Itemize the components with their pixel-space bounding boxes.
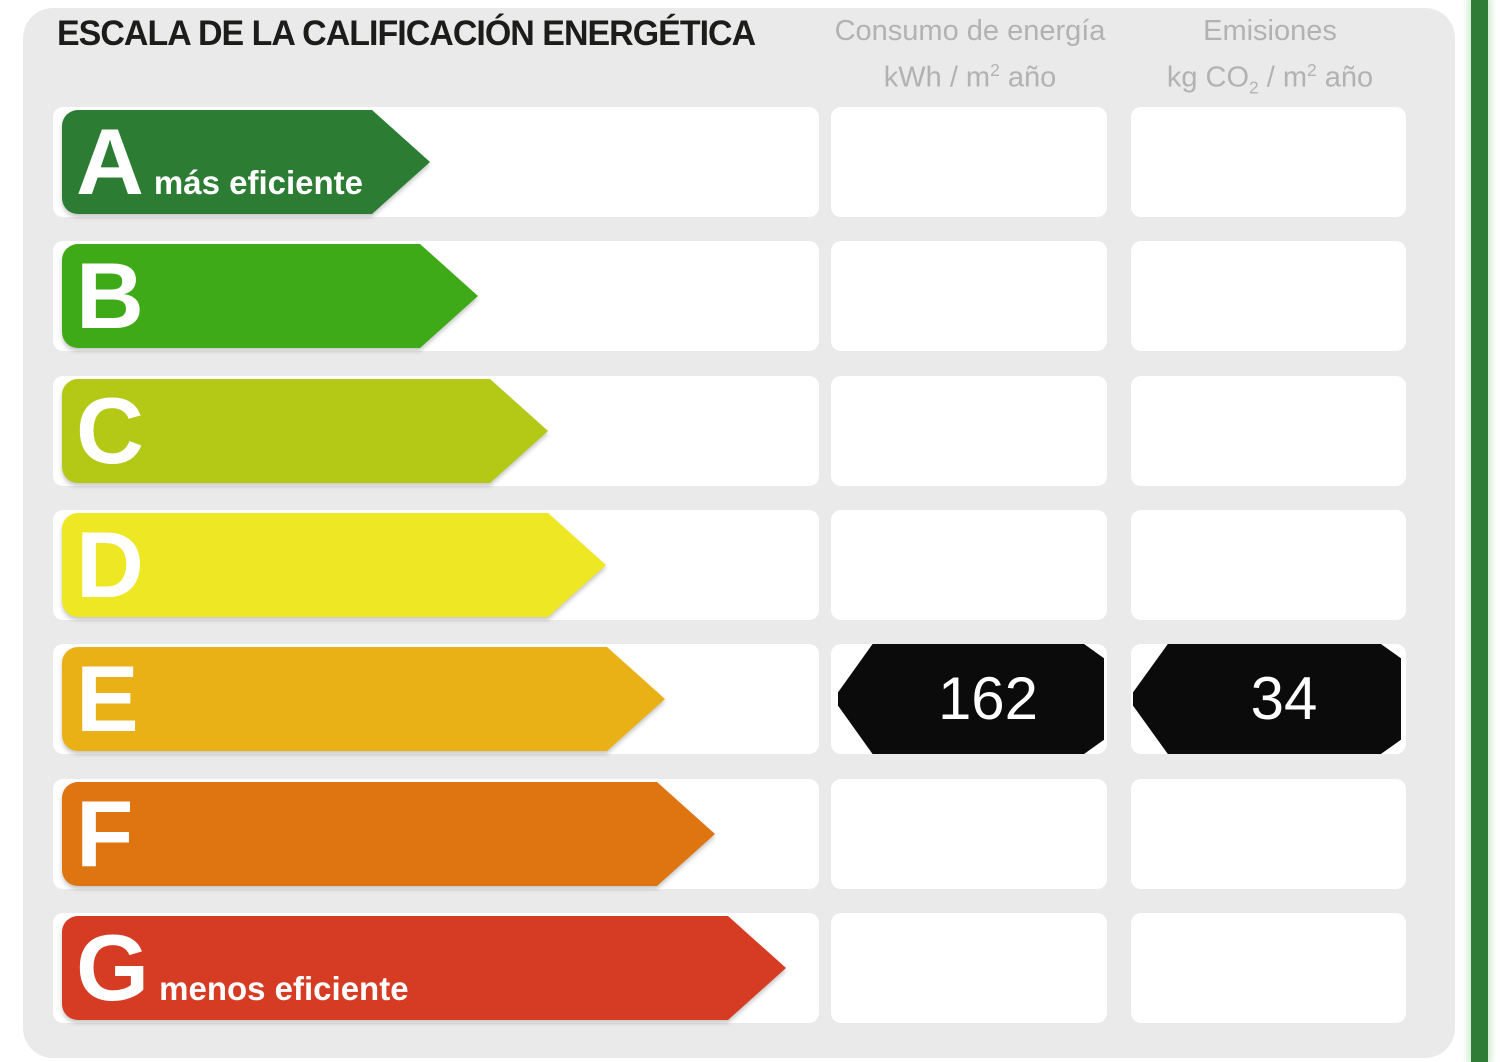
emisiones-header-unit: kg CO2 / m2 año: [1166, 60, 1374, 98]
emisiones-cell: [1131, 913, 1406, 1023]
rating-letter: D: [76, 512, 144, 617]
rating-bar-g: G menos eficiente: [62, 915, 786, 1020]
consumo-value-pointer: 162: [838, 644, 1104, 754]
column-header-consumo: Consumo de energía kWh / m2 año: [790, 12, 1150, 98]
consumo-header-unit: kWh / m2 año: [883, 60, 1057, 94]
rating-bar-c: C: [62, 378, 548, 483]
rating-letter: E: [76, 646, 139, 751]
consumo-cell: [831, 376, 1107, 486]
emisiones-value: 34: [1250, 665, 1318, 732]
consumo-header-title: Consumo de energía: [834, 15, 1106, 47]
consumo-cell: [831, 107, 1107, 217]
rating-letter: C: [76, 378, 144, 483]
consumo-cell: [831, 913, 1107, 1023]
emisiones-cell: [1131, 241, 1406, 351]
efficiency-label-most: más eficiente: [153, 164, 363, 201]
consumo-cell: [831, 510, 1107, 620]
rating-letter: A: [76, 109, 144, 214]
scale-row-c: C: [0, 376, 1500, 486]
emisiones-header-title: Emisiones: [1203, 15, 1337, 47]
consumo-value: 162: [937, 665, 1039, 732]
rating-bar-b: B: [62, 243, 478, 348]
rating-bar-a: A más eficiente: [62, 109, 430, 214]
scale-row-a: A más eficiente: [0, 107, 1500, 217]
rating-track: E: [53, 644, 819, 754]
rating-bar-d: D: [62, 512, 606, 617]
rating-track: C: [53, 376, 819, 486]
rating-track: D: [53, 510, 819, 620]
scale-row-b: B: [0, 241, 1500, 351]
rating-track: F: [53, 779, 819, 889]
scale-row-d: D: [0, 510, 1500, 620]
emisiones-cell: [1131, 510, 1406, 620]
emisiones-cell: [1131, 107, 1406, 217]
rating-track: B: [53, 241, 819, 351]
rating-letter: G: [76, 915, 150, 1020]
emisiones-value-pointer: 34: [1133, 644, 1401, 754]
rating-bar-f: F: [62, 781, 715, 886]
efficiency-label-least: menos eficiente: [159, 970, 409, 1007]
emisiones-cell: [1131, 376, 1406, 486]
consumo-cell: [831, 779, 1107, 889]
scale-row-g: G menos eficiente: [0, 913, 1500, 1023]
consumo-cell: [831, 241, 1107, 351]
scale-row-e: E 162 34: [0, 644, 1500, 754]
rating-letter: B: [76, 243, 144, 348]
decorative-green-stripe: [1471, 0, 1488, 1062]
rating-track: A más eficiente: [53, 107, 819, 217]
emisiones-cell: [1131, 779, 1406, 889]
column-header-emisiones: Emisiones kg CO2 / m2 año: [1090, 12, 1450, 107]
rating-letter: F: [76, 781, 134, 886]
rating-track: G menos eficiente: [53, 913, 819, 1023]
page-title: ESCALA DE LA CALIFICACIÓN ENERGÉTICA: [57, 14, 756, 53]
scale-row-f: F: [0, 779, 1500, 889]
rating-bar-e: E: [62, 646, 665, 751]
